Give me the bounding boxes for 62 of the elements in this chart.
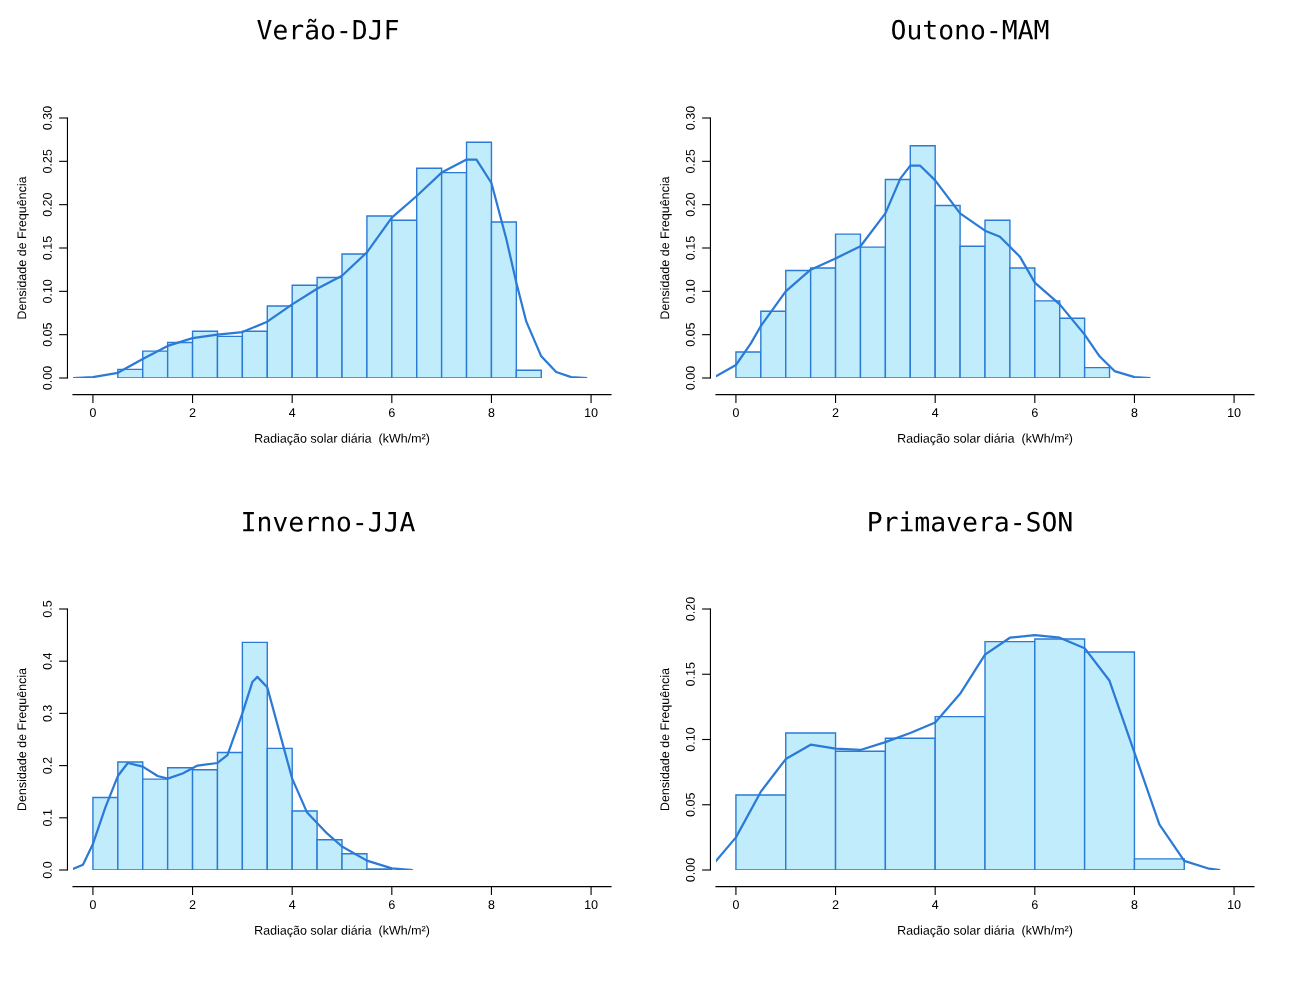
x-tick-label: 10 [1228,900,1241,910]
x-tick-label: 2 [832,408,839,417]
y-tick-label: 0.0 [42,861,52,879]
y-tick-label: 0.00 [42,366,52,390]
y-tick-label: 0.1 [42,809,52,826]
x-tick-label: 8 [1131,900,1138,910]
y-tick-label: 0.10 [42,279,52,304]
x-tick-label: 0 [732,900,739,910]
x-tick-label: 8 [1131,408,1138,418]
y-tick-label: 0.05 [42,323,52,347]
y-tick-label: 0.15 [685,236,695,260]
y-tick-label: 0.05 [685,323,695,347]
x-axis-title: Radiação solar diária (kWh/m²) [898,433,1073,446]
x-tick-label: 4 [932,900,939,909]
x-axis-title: Radiação solar diária (kWh/m²) [898,925,1073,938]
x-tick-label: 4 [289,900,296,909]
y-tick-label: 0.10 [685,727,695,752]
x-tick-label: 6 [388,900,395,910]
y-tick-label: 0.15 [42,236,52,260]
y-tick-label: 0.3 [42,705,52,722]
y-tick-label: 0.30 [42,106,52,130]
x-tick-label: 2 [189,408,196,417]
y-tick-label: 0.5 [42,600,52,618]
y-tick-label: 0.10 [685,279,695,304]
y-tick-label: 0.20 [685,192,695,217]
x-tick-label: 0 [89,408,96,418]
y-tick-label: 0.2 [42,757,52,774]
y-axis-title: Densidade de Frequência [660,176,672,319]
chart-title: Inverno-JJA [243,512,415,532]
y-tick-label: 0.00 [685,858,695,882]
x-tick-label: 8 [488,900,495,910]
x-tick-label: 8 [488,408,495,418]
y-tick-label: 0.20 [42,192,52,217]
y-tick-label: 0.00 [685,366,695,390]
y-tick-label: 0.05 [685,793,695,817]
y-axis-title: Densidade de Frequência [660,667,672,811]
x-tick-label: 10 [585,900,598,910]
x-tick-label: 10 [585,408,598,418]
x-tick-label: 4 [932,408,939,417]
y-axis-title: Densidade de Frequência [17,176,29,319]
y-tick-label: 0.4 [42,652,52,670]
x-axis-title: Radiação solar diária (kWh/m²) [255,433,430,446]
y-tick-label: 0.20 [685,597,695,621]
x-tick-label: 10 [1228,408,1241,418]
y-tick-label: 0.25 [42,149,52,174]
y-axis-title: Densidade de Frequência [17,667,29,811]
y-tick-label: 0.30 [685,106,695,130]
x-axis-title: Radiação solar diária (kWh/m²) [255,925,430,938]
chart-title: Verão-DJF [257,18,398,40]
x-tick-label: 2 [832,900,839,909]
x-tick-label: 6 [388,408,395,418]
y-tick-label: 0.25 [685,149,695,174]
chart-title: Outono-MAM [892,19,1049,40]
y-tick-label: 0.15 [685,662,695,686]
x-tick-label: 6 [1031,900,1038,910]
x-tick-label: 0 [732,408,739,418]
x-tick-label: 4 [289,408,296,417]
x-tick-label: 6 [1031,408,1038,418]
chart-title: Primavera-SON [869,511,1072,532]
x-tick-label: 2 [189,900,196,909]
x-tick-label: 0 [89,900,96,910]
line-series [716,633,1221,870]
